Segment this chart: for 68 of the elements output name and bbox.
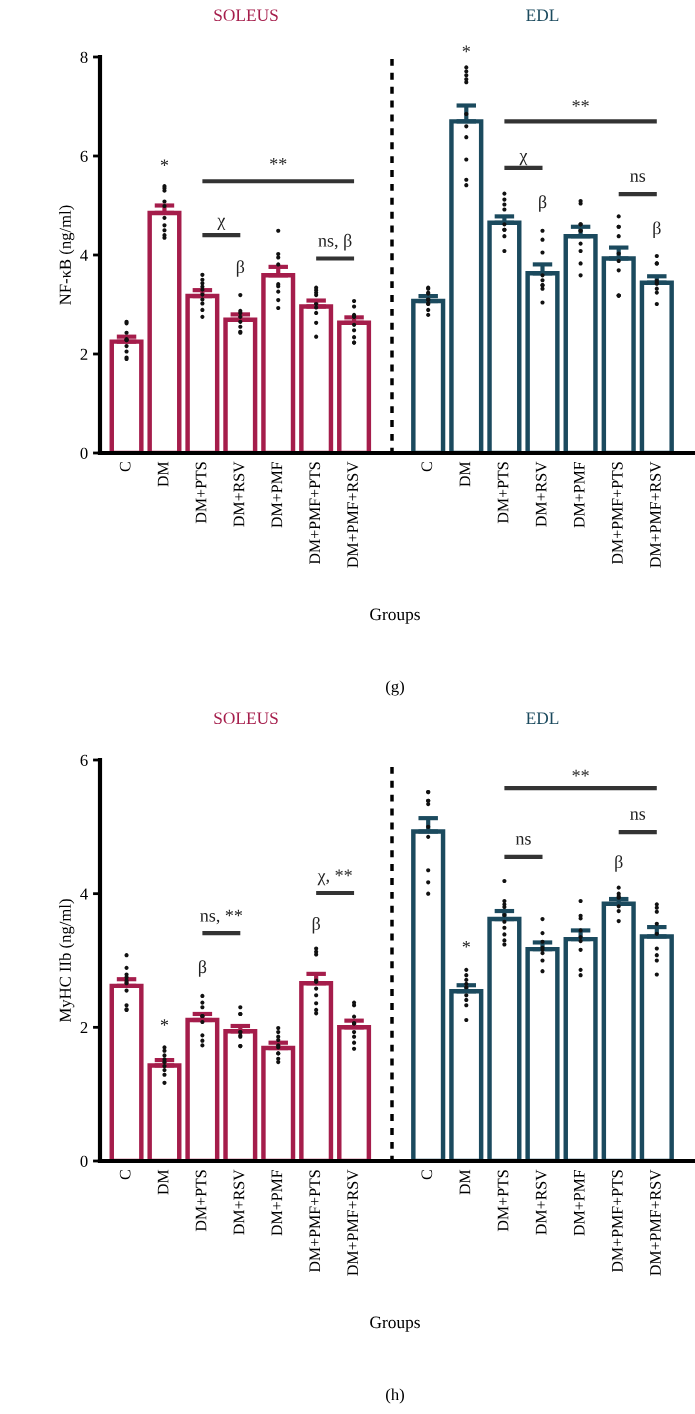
- y-tick-label: 0: [80, 1155, 88, 1167]
- x-tick-label: DM+RSV: [535, 1169, 547, 1235]
- x-tick-label: C: [119, 1170, 131, 1180]
- annotation: **: [270, 158, 287, 165]
- annotation: β: [236, 260, 245, 277]
- annotation: β: [312, 916, 320, 934]
- x-tick-label: DM: [459, 461, 471, 487]
- x-axis-title: Groups: [370, 1316, 420, 1332]
- chart-title: SOLEUS: [214, 9, 278, 22]
- x-tick-label: DM+PTS: [195, 462, 207, 524]
- x-tick-label: DM+PMF: [573, 1169, 585, 1236]
- y-tick-label: 2: [80, 348, 88, 360]
- x-tick-label: DM+PMF: [271, 1169, 283, 1236]
- annotation: ns: [515, 836, 531, 845]
- x-tick-label: DM: [157, 461, 169, 487]
- x-tick-label: DM: [459, 1169, 471, 1195]
- annotation: **: [572, 769, 589, 777]
- annotation: β: [539, 195, 547, 212]
- x-tick-label: DM+PMF+RSV: [347, 1169, 359, 1276]
- x-tick-label: DM+PMF+PTS: [611, 462, 623, 565]
- x-tick-label: DM+PMF: [573, 461, 585, 528]
- annotation: ns: [630, 173, 646, 182]
- annotation: χ: [519, 153, 528, 166]
- annotation: χ, **: [317, 869, 352, 886]
- x-tick-label: C: [119, 462, 131, 472]
- annotation: β: [653, 221, 661, 238]
- x-tick-label: DM+PTS: [195, 1170, 207, 1232]
- annotation: *: [462, 940, 470, 948]
- text: (g): [386, 680, 404, 696]
- x-tick-label: DM: [157, 1169, 169, 1195]
- x-tick-label: DM+PMF+RSV: [347, 461, 359, 568]
- annotation: *: [160, 1019, 169, 1026]
- x-tick-label: DM+PTS: [497, 462, 509, 524]
- x-tick-label: DM+RSV: [233, 1169, 245, 1235]
- y-tick-label: 6: [80, 150, 88, 162]
- annotation: β: [615, 855, 623, 872]
- y-tick-label: 4: [80, 888, 88, 900]
- x-tick-label: DM+PMF: [271, 461, 283, 528]
- y-tick-label: 4: [80, 249, 88, 261]
- chart-title: SOLEUS: [214, 712, 278, 725]
- x-tick-label: DM+PMF+PTS: [309, 1170, 321, 1273]
- annotation: β: [198, 960, 207, 977]
- annotation: **: [572, 100, 589, 107]
- y-axis-title: NF-κB (ng/ml): [59, 205, 75, 305]
- y-tick-label: 0: [80, 447, 88, 459]
- annotation: *: [160, 159, 169, 167]
- x-tick-label: DM+PMF+PTS: [309, 462, 321, 565]
- x-tick-label: DM+RSV: [535, 461, 547, 527]
- x-tick-label: DM+PMF+PTS: [611, 1170, 623, 1273]
- annotation: ns, **: [200, 909, 243, 925]
- x-tick-label: C: [421, 1170, 433, 1180]
- y-tick-label: 6: [80, 754, 88, 766]
- annotation: χ: [217, 217, 226, 230]
- text: (h): [386, 1388, 404, 1404]
- y-tick-label: 2: [80, 1022, 88, 1034]
- y-tick-label: 8: [80, 51, 88, 63]
- x-tick-label: C: [421, 462, 433, 472]
- y-axis-title: MyHC IIb (ng/ml): [59, 899, 75, 1023]
- annotation: ns, β: [318, 233, 352, 251]
- annotation: ns: [630, 811, 646, 820]
- x-axis-title: Groups: [370, 608, 420, 624]
- x-tick-label: DM+RSV: [233, 461, 245, 527]
- x-tick-label: DM+PTS: [497, 1170, 509, 1232]
- text: *: [462, 45, 470, 53]
- chart-title: EDL: [526, 712, 559, 724]
- x-tick-label: DM+PMF+RSV: [650, 461, 661, 568]
- chart-title: EDL: [526, 9, 559, 21]
- x-tick-label: DM+PMF+RSV: [650, 1169, 661, 1276]
